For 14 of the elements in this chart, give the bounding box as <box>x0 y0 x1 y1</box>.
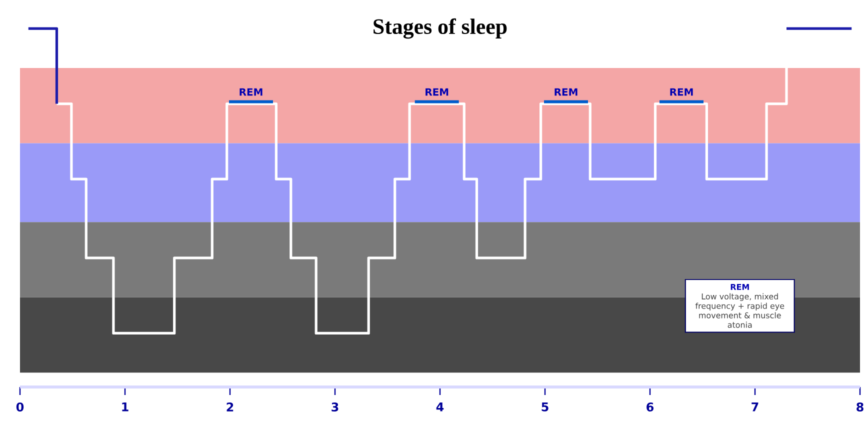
chart-title: Stages of sleep <box>374 18 507 39</box>
annotation: REM <box>554 88 578 96</box>
x-tick-label: 2 <box>226 402 234 412</box>
x-tick-label: 4 <box>436 402 444 412</box>
x-tick-label: 3 <box>332 402 338 412</box>
x-tick-label: 8 <box>856 402 864 412</box>
x-tick-label: 1 <box>122 402 128 412</box>
annotation: REM <box>670 88 693 96</box>
x-tick-label: 5 <box>542 402 548 412</box>
annotation: REM <box>240 88 262 96</box>
x-tick-label: 0 <box>16 402 24 412</box>
x-tick-label: 7 <box>752 402 758 412</box>
x-tick-label: 6 <box>646 402 654 412</box>
annotation: REM <box>426 88 448 96</box>
